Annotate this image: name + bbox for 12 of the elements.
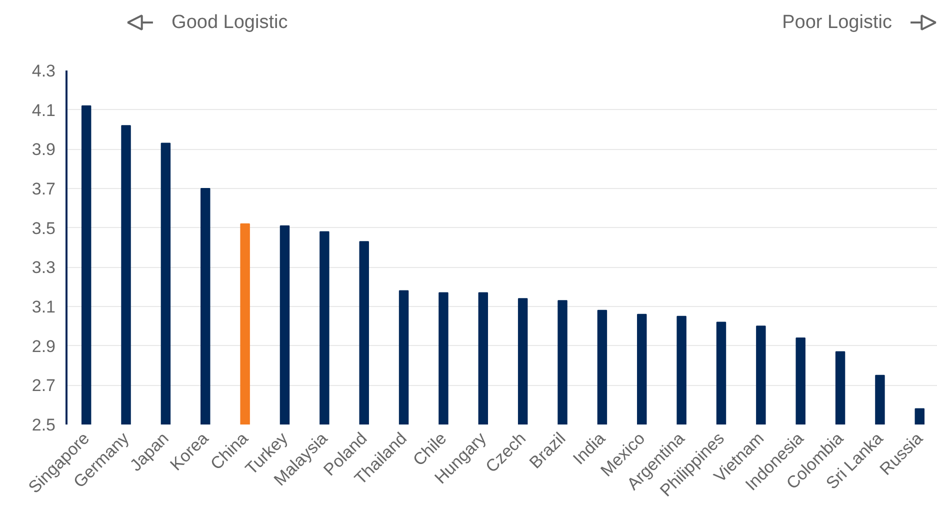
y-tick-label: 3.3 [32, 258, 56, 278]
y-tick-label: 4.3 [32, 62, 56, 80]
y-tick-label: 2.7 [32, 376, 56, 396]
y-tick-label: 3.5 [32, 218, 56, 238]
y-tick-label: 2.5 [32, 416, 56, 434]
y-tick-label: 4.1 [32, 100, 56, 120]
y-tick-label: 3.9 [32, 140, 56, 160]
y-tick-label: 3.1 [32, 298, 56, 316]
y-tick-label: 2.9 [32, 336, 56, 356]
text: Good Logistic [172, 12, 288, 33]
y-tick-label: 3.7 [32, 180, 56, 198]
text: Poor Logistic [782, 12, 892, 33]
